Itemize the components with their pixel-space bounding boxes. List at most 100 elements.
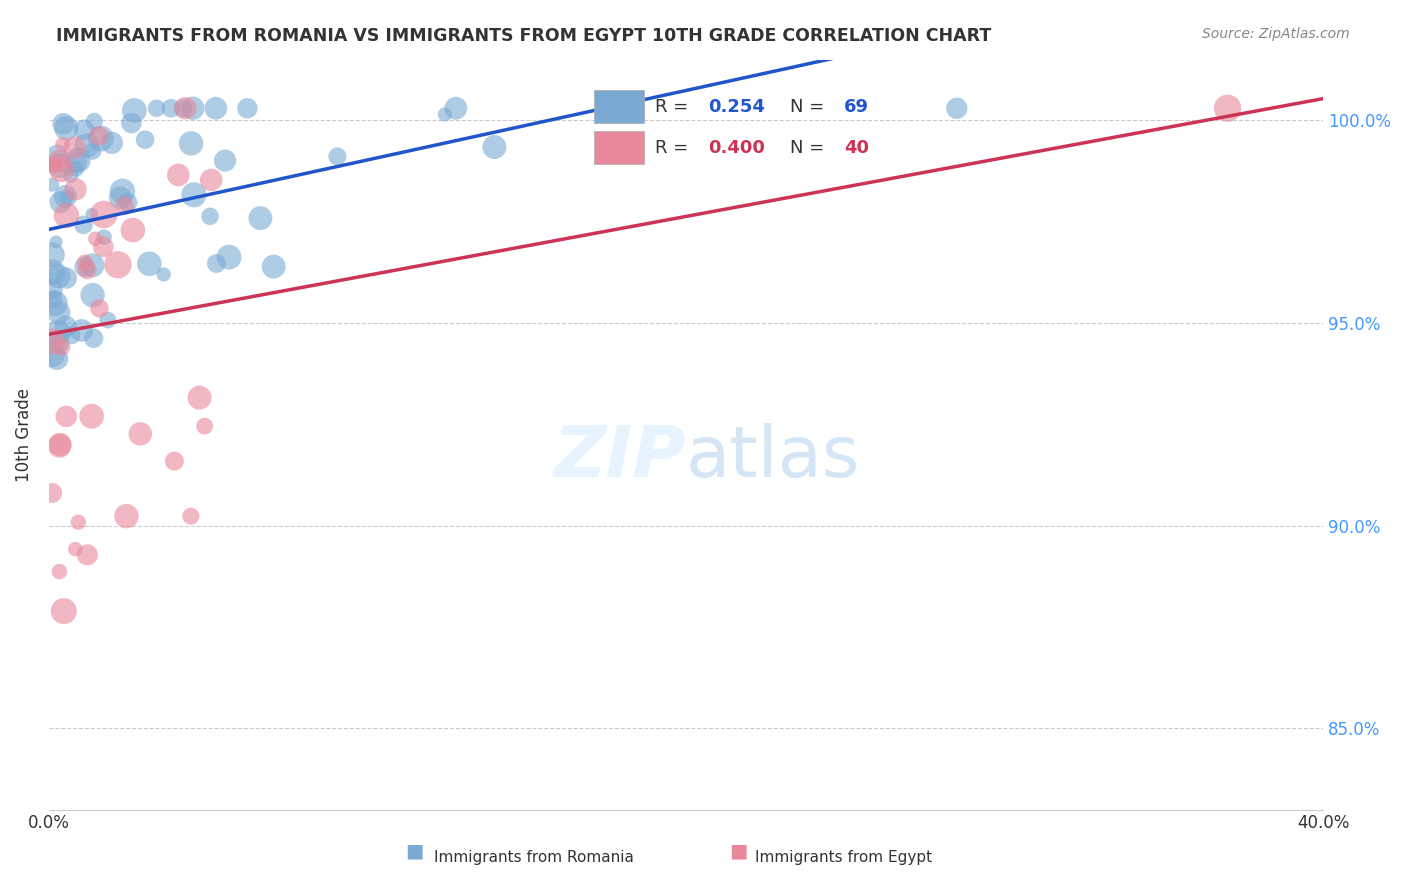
Point — [41, 248, 63, 262]
Point — [91, 240, 114, 254]
Point — [90, 131, 112, 145]
Point — [180, 136, 202, 151]
Point — [167, 168, 190, 182]
Point — [484, 140, 506, 154]
Point — [70, 323, 93, 337]
Point — [117, 195, 139, 210]
Text: atlas: atlas — [686, 423, 860, 491]
Point — [65, 542, 87, 557]
Point — [52, 137, 75, 152]
Point — [114, 199, 136, 213]
Point — [263, 260, 285, 274]
Point — [82, 288, 104, 302]
Text: ZIP: ZIP — [554, 423, 686, 491]
Point — [51, 340, 73, 354]
Text: Immigrants from Egypt: Immigrants from Egypt — [755, 850, 932, 865]
Point — [84, 232, 107, 246]
Point — [56, 190, 79, 204]
Point — [55, 319, 77, 334]
Point — [41, 158, 63, 172]
Point — [55, 208, 77, 222]
Point — [41, 283, 63, 297]
Point — [121, 223, 143, 237]
Point — [51, 162, 73, 177]
Point — [172, 101, 194, 115]
Point — [46, 148, 69, 162]
Text: ■: ■ — [405, 842, 425, 861]
Point — [67, 515, 90, 529]
Point — [93, 207, 115, 221]
Text: Source: ZipAtlas.com: Source: ZipAtlas.com — [1202, 27, 1350, 41]
Point — [152, 268, 174, 282]
Point — [80, 409, 103, 424]
Point — [41, 347, 63, 361]
Y-axis label: 10th Grade: 10th Grade — [15, 387, 32, 482]
Point — [73, 122, 96, 136]
Point — [89, 301, 111, 316]
Point — [49, 195, 72, 210]
Point — [183, 187, 205, 202]
Text: ■: ■ — [728, 842, 748, 861]
Point — [97, 313, 120, 327]
Point — [41, 334, 63, 348]
Point — [145, 101, 167, 115]
Point — [55, 121, 77, 136]
Point — [83, 331, 105, 345]
Text: Immigrants from Romania: Immigrants from Romania — [434, 850, 634, 865]
Point — [138, 257, 160, 271]
Point — [180, 509, 202, 524]
Point — [101, 136, 124, 150]
Point — [218, 250, 240, 264]
Point — [41, 486, 63, 500]
Point — [60, 328, 83, 343]
Point — [93, 230, 115, 244]
Point — [134, 133, 156, 147]
Point — [444, 101, 467, 115]
Point — [87, 128, 110, 143]
Point — [76, 138, 98, 153]
Point — [188, 391, 211, 405]
Point — [236, 101, 259, 115]
Point — [48, 305, 70, 319]
Point — [80, 207, 103, 221]
Point — [200, 173, 222, 187]
Point — [205, 256, 228, 270]
Point — [198, 209, 221, 223]
Point — [326, 149, 349, 163]
Point — [115, 509, 138, 524]
Point — [44, 296, 66, 310]
Point — [72, 218, 94, 232]
Point — [59, 168, 82, 182]
Point — [433, 107, 456, 121]
Point — [42, 292, 65, 306]
Point — [48, 269, 70, 284]
Point — [45, 235, 67, 249]
Point — [63, 140, 86, 154]
Point — [76, 548, 98, 562]
Point — [44, 157, 66, 171]
Point — [48, 158, 70, 172]
Point — [55, 271, 77, 285]
Point — [65, 182, 87, 196]
Point — [160, 101, 183, 115]
Point — [946, 101, 969, 115]
Point — [66, 155, 89, 169]
Point — [55, 189, 77, 203]
Text: IMMIGRANTS FROM ROMANIA VS IMMIGRANTS FROM EGYPT 10TH GRADE CORRELATION CHART: IMMIGRANTS FROM ROMANIA VS IMMIGRANTS FR… — [56, 27, 991, 45]
Point — [48, 439, 70, 453]
Point — [111, 185, 134, 199]
Point — [46, 351, 69, 366]
Point — [41, 178, 63, 192]
Point — [52, 604, 75, 618]
Point — [82, 144, 104, 158]
Point — [181, 101, 204, 115]
Point — [41, 265, 63, 279]
Point — [129, 426, 152, 441]
Point — [107, 258, 129, 272]
Point — [73, 255, 96, 269]
Point — [55, 409, 77, 424]
Point — [67, 153, 90, 167]
Point — [52, 117, 75, 131]
Point — [65, 161, 87, 176]
Point — [174, 101, 197, 115]
